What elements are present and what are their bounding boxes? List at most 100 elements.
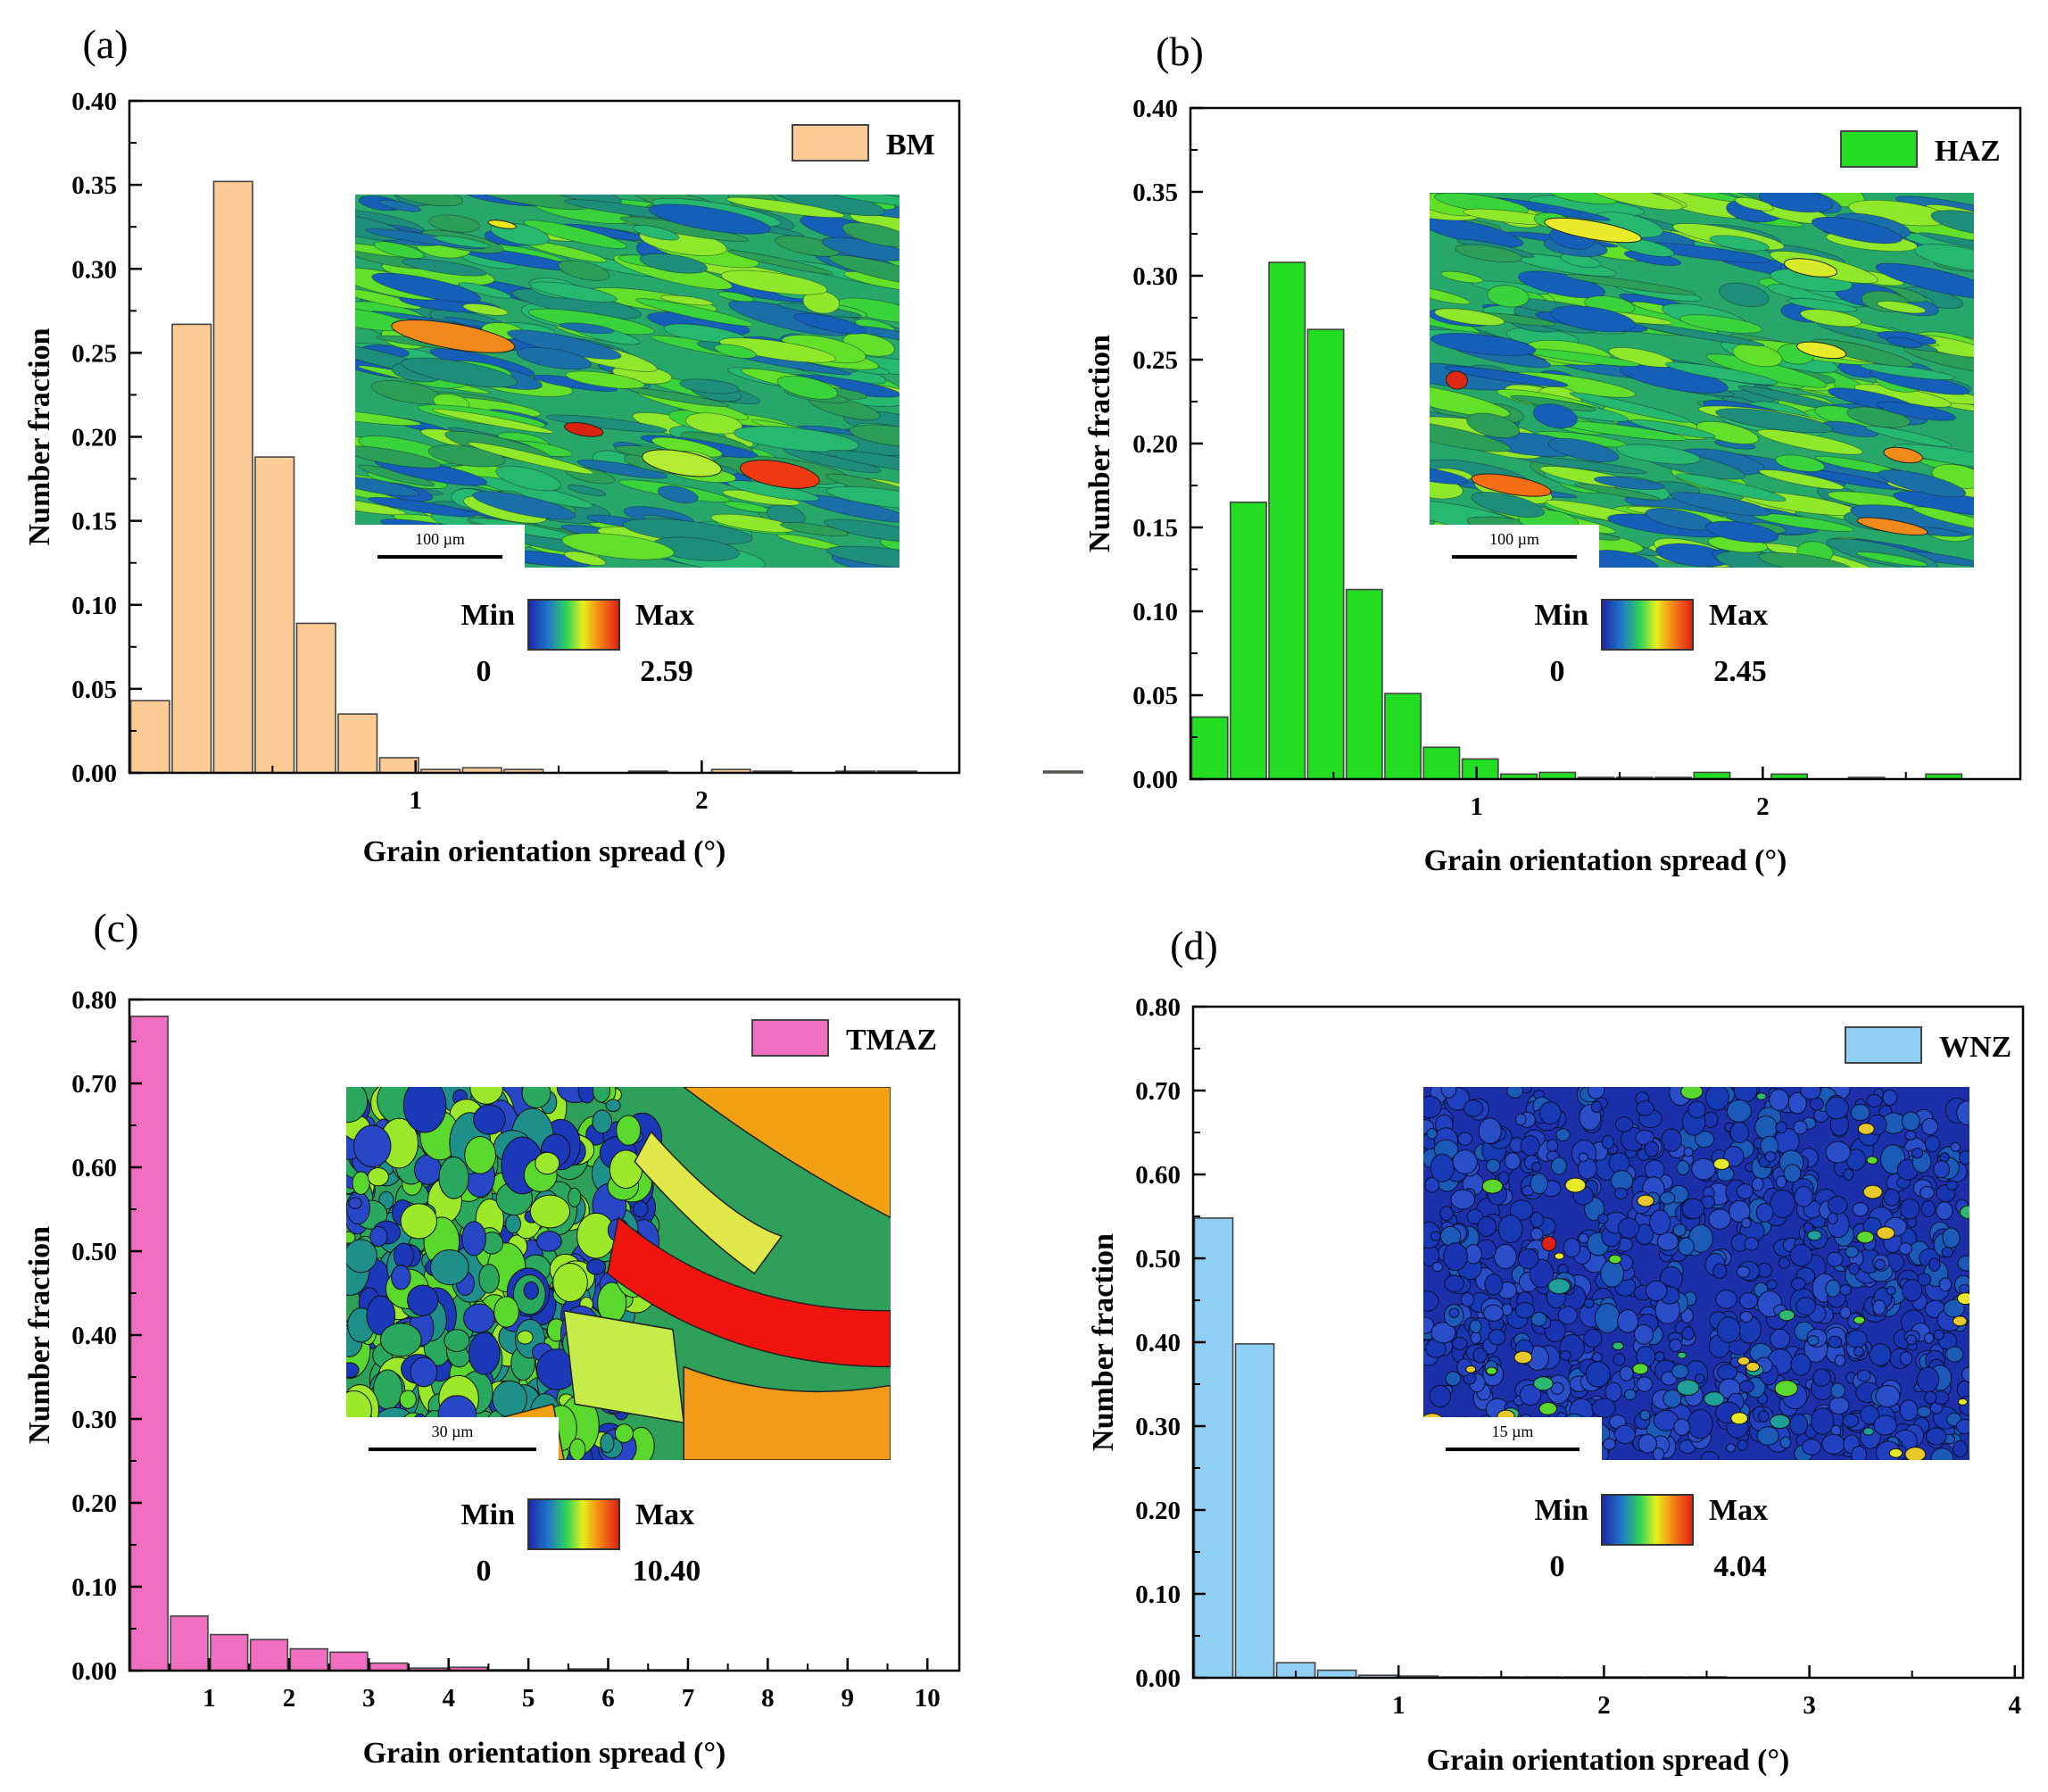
grain <box>1551 1157 1567 1175</box>
grain <box>1899 1351 1913 1366</box>
grain <box>1866 1094 1883 1108</box>
scale-bar-label: 100 µm <box>1489 530 1539 548</box>
grain <box>1506 1087 1524 1099</box>
bar <box>1229 501 1267 780</box>
grain <box>1550 305 1636 333</box>
grain <box>1478 1117 1502 1144</box>
y-tick-label: 0.50 <box>1135 1245 1181 1273</box>
x-tick-label: 1 <box>203 1684 216 1713</box>
grain <box>1920 1199 1936 1217</box>
grain <box>523 220 627 249</box>
grain <box>1812 1368 1831 1387</box>
grain <box>1741 1217 1752 1229</box>
x-tick-label: 10 <box>915 1684 941 1713</box>
grain <box>1737 1439 1748 1451</box>
grain <box>1886 336 1923 348</box>
grain <box>1759 469 1845 490</box>
grain <box>369 1225 388 1248</box>
grain <box>1487 285 1530 308</box>
grain-map-inset: 15 µm <box>1423 1087 1969 1460</box>
grain <box>1619 1365 1634 1381</box>
grain <box>367 1167 389 1187</box>
panel-label: (b) <box>1156 29 1204 74</box>
grain <box>649 203 771 235</box>
grain <box>1899 1399 1919 1422</box>
grain <box>355 445 442 469</box>
grain <box>368 496 477 518</box>
y-tick-label: 0.30 <box>1132 262 1178 291</box>
grain <box>1705 1087 1729 1111</box>
legend-label: HAZ <box>1935 135 2001 168</box>
legend-swatch <box>1845 1026 1922 1064</box>
grain <box>400 1203 438 1240</box>
grain <box>1726 1099 1752 1123</box>
grain <box>1800 309 1861 328</box>
y-tick-label: 0.40 <box>1135 1329 1181 1357</box>
grain <box>1904 1130 1917 1141</box>
bar <box>1384 693 1422 780</box>
grain <box>1656 1232 1679 1251</box>
grain <box>1875 1384 1901 1408</box>
x-tick-label: 1 <box>409 786 422 815</box>
bar <box>129 700 170 774</box>
grain <box>1925 1427 1947 1446</box>
grain <box>563 551 607 567</box>
grain <box>1712 1263 1728 1280</box>
grain <box>1430 382 1511 418</box>
grain <box>1672 1224 1687 1237</box>
grain <box>1529 1258 1555 1289</box>
grain <box>1757 428 1863 455</box>
grain <box>1444 1274 1465 1293</box>
grain <box>1930 210 1974 236</box>
grain <box>576 460 668 479</box>
grain <box>1877 300 1927 314</box>
grain <box>1617 1217 1640 1239</box>
grain <box>1716 1316 1741 1343</box>
grain <box>1469 1319 1482 1333</box>
grain <box>1431 1261 1444 1273</box>
colorbar-min-value: 0 <box>477 655 492 688</box>
grain <box>1585 1361 1611 1388</box>
chart-panel-3: (c) 30 µm 0.00 0.10 0.20 0.30 0.40 0.50 0.60 0.70… <box>23 905 961 1770</box>
bar <box>378 757 419 774</box>
y-tick-label: 0.30 <box>1135 1413 1181 1441</box>
grain <box>529 1194 571 1229</box>
grain <box>1470 1332 1481 1345</box>
grain <box>379 1323 422 1357</box>
grain <box>1900 1198 1920 1220</box>
grain <box>1530 1173 1548 1195</box>
grain <box>355 408 422 427</box>
grain <box>1665 361 1779 386</box>
grain <box>558 260 610 281</box>
bar <box>212 180 253 774</box>
grain <box>1764 1150 1777 1163</box>
grain <box>523 1281 539 1300</box>
grain <box>628 387 729 408</box>
grain <box>1845 1330 1868 1348</box>
grain <box>1687 1100 1706 1119</box>
accent-grain <box>1737 1356 1751 1366</box>
grain <box>1736 1183 1754 1199</box>
grain <box>1878 469 1967 498</box>
grain-map <box>355 195 900 568</box>
grain <box>1828 1396 1850 1415</box>
grain <box>1530 1311 1547 1327</box>
grain <box>1700 1451 1720 1460</box>
grain <box>1683 1147 1694 1157</box>
accent-grain <box>1554 1252 1565 1260</box>
colorbar-max-label: Max <box>1709 1494 1768 1527</box>
grain <box>1439 1206 1454 1222</box>
grain <box>726 196 845 219</box>
hot-grain <box>739 460 820 489</box>
grain <box>1826 1251 1844 1267</box>
grain <box>1691 1157 1716 1181</box>
grain <box>600 1432 615 1454</box>
grain <box>1729 1199 1751 1224</box>
grain <box>1911 506 1974 531</box>
grain <box>1430 419 1512 452</box>
grain <box>1518 270 1605 299</box>
accent-grain <box>1888 1448 1903 1458</box>
colorbar-min-value: 0 <box>477 1555 492 1588</box>
grain <box>1555 1128 1571 1142</box>
colorbar-max-value: 2.45 <box>1713 655 1767 688</box>
